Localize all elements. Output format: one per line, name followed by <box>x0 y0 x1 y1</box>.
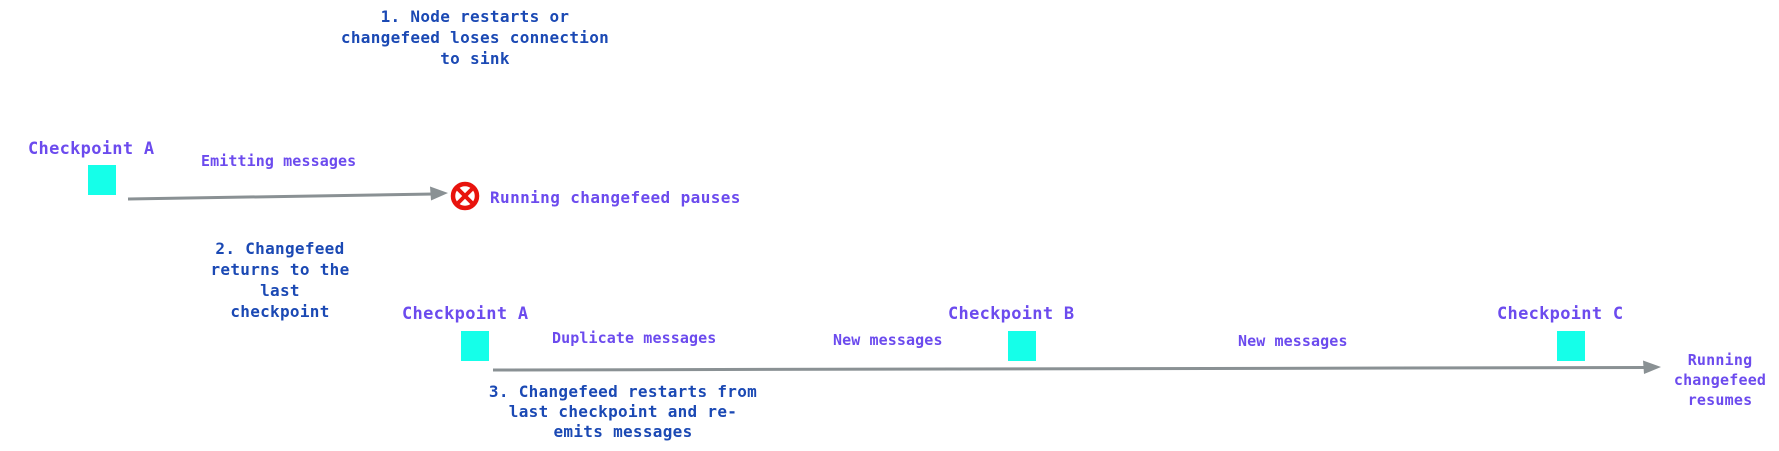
top-timeline-line <box>127 192 435 201</box>
checkpoint-a-bottom-marker <box>461 331 489 361</box>
emitting-messages-label: Emitting messages <box>201 152 357 170</box>
running-changefeed-resumes-label: Running changefeed resumes <box>1673 351 1767 409</box>
checkpoint-a-top-marker <box>88 165 116 195</box>
checkpoint-a-bottom-label: Checkpoint A <box>402 304 529 324</box>
checkpoint-b-label: Checkpoint B <box>948 304 1075 324</box>
step3-note: 3. Changefeed restarts from last checkpo… <box>488 382 758 441</box>
checkpoint-c-label: Checkpoint C <box>1497 304 1624 324</box>
new-messages-label-2: New messages <box>1238 332 1348 350</box>
step1-note: 1. Node restarts or changefeed loses con… <box>340 7 610 68</box>
running-changefeed-pauses-label: Running changefeed pauses <box>490 188 741 207</box>
step2-note: 2. Changefeed returns to the last checkp… <box>210 239 350 321</box>
top-timeline-arrowhead <box>430 186 448 201</box>
bottom-timeline-arrowhead <box>1643 360 1661 374</box>
bottom-timeline-line <box>492 366 1647 372</box>
checkpoint-c-marker <box>1557 331 1585 361</box>
checkpoint-a-top-label: Checkpoint A <box>28 139 155 159</box>
checkpoint-b-marker <box>1008 331 1036 361</box>
duplicate-messages-label: Duplicate messages <box>552 329 717 347</box>
circled-x-icon <box>450 181 480 211</box>
new-messages-label-1: New messages <box>833 331 943 349</box>
